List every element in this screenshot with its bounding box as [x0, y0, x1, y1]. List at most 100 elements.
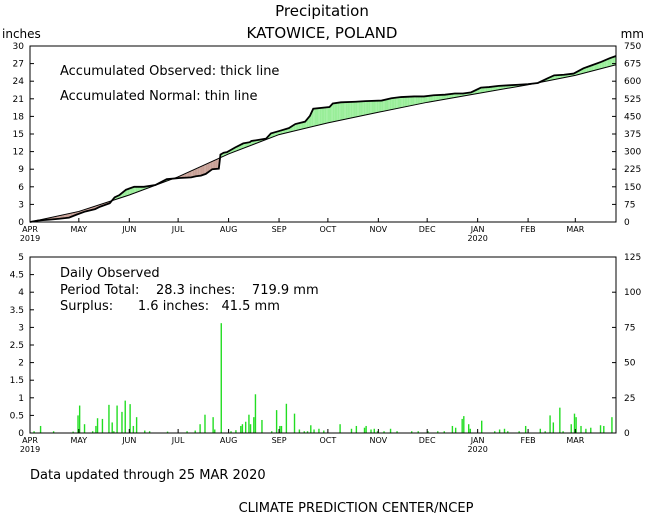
surplus-area: [375, 100, 377, 113]
surplus-area: [399, 97, 402, 108]
surplus-area: [342, 102, 345, 120]
surplus-area: [396, 97, 398, 109]
deficit-area: [202, 165, 205, 176]
surplus-area: [443, 94, 446, 100]
surplus-area: [410, 96, 413, 106]
surplus-area: [386, 99, 389, 111]
surplus-area: [414, 96, 416, 105]
surplus-area: [313, 108, 315, 127]
accumulated-panel: 0369121518212427300751502253003754505256…: [13, 42, 642, 243]
surplus-area: [604, 59, 607, 68]
deficit-area: [197, 167, 200, 177]
surplus-area: [363, 101, 366, 116]
y2-tick-label: 150: [624, 183, 641, 193]
surplus-area: [433, 95, 436, 102]
daily-panel: 00.511.522.533.544.550255075100125APR201…: [10, 253, 642, 454]
chart-title: Precipitation: [275, 2, 369, 20]
surplus-area: [482, 87, 485, 93]
surplus-area: [316, 108, 319, 126]
deficit-area: [213, 159, 216, 170]
surplus-area: [602, 60, 605, 69]
surplus-area: [394, 97, 397, 109]
surplus-area: [126, 189, 128, 197]
deficit-area: [209, 162, 211, 172]
surplus-area: [135, 186, 138, 193]
deficit-area: [205, 163, 208, 174]
y-tick-label: 21: [13, 95, 24, 105]
y2-tick-label: 675: [624, 60, 641, 70]
surplus-area: [365, 101, 367, 116]
surplus-area: [591, 64, 594, 72]
month-tick-label: OCT: [319, 225, 336, 234]
month-tick-label: JAN: [470, 225, 485, 234]
year-tick-label: 2020: [467, 445, 487, 454]
surplus-area: [388, 98, 390, 111]
daily-y-tick-label: 0: [18, 429, 24, 439]
deficit-area: [187, 171, 190, 178]
daily-y-tick-label: 0.5: [10, 411, 24, 421]
deficit-area: [194, 168, 197, 177]
deficit-area: [189, 170, 192, 178]
y2-tick-label: 75: [624, 200, 635, 210]
surplus-area: [555, 75, 558, 80]
surplus-area: [303, 121, 306, 129]
surplus-area: [368, 100, 371, 115]
daily-annotation-total: Period Total: 28.3 inches: 719.9 mm: [60, 283, 319, 298]
surplus-area: [484, 87, 486, 93]
surplus-area: [345, 102, 348, 120]
month-tick-label: DEC: [419, 225, 436, 234]
surplus-area: [324, 107, 327, 124]
surplus-area: [489, 86, 491, 92]
surplus-area: [454, 93, 457, 98]
daily-y2-tick-label: 0: [624, 429, 630, 439]
surplus-area: [420, 96, 423, 104]
y-tick-label: 12: [13, 148, 24, 158]
surplus-area: [430, 95, 433, 102]
surplus-area: [585, 67, 587, 73]
surplus-area: [441, 94, 444, 100]
surplus-area: [412, 96, 415, 106]
surplus-area: [495, 86, 498, 91]
surplus-area: [301, 122, 304, 130]
surplus-area: [371, 100, 374, 114]
deficit-area: [196, 167, 198, 177]
surplus-area: [435, 95, 437, 101]
y2-tick-label: 225: [624, 165, 641, 175]
surplus-area: [609, 57, 612, 67]
month-tick-label: JUL: [171, 225, 185, 234]
daily-y-tick-label: 1: [18, 394, 24, 404]
daily-y2-tick-label: 100: [624, 288, 641, 298]
surplus-area: [445, 94, 447, 100]
surplus-area: [490, 86, 493, 92]
data-updated-note: Data updated through 25 MAR 2020: [30, 468, 266, 483]
surplus-area: [378, 100, 380, 113]
daily-annotation-title: Daily Observed: [60, 266, 160, 281]
surplus-area: [402, 96, 405, 108]
y2-tick-label: 375: [624, 130, 641, 140]
surplus-area: [391, 98, 393, 110]
y-tick-label: 6: [18, 183, 24, 193]
surplus-area: [336, 102, 338, 122]
surplus-area: [127, 188, 130, 196]
right-unit-label: mm: [621, 27, 644, 41]
deficit-area: [210, 161, 213, 171]
surplus-area: [137, 186, 140, 192]
accumulated-observed-line: [29, 55, 617, 223]
deficit-area: [212, 160, 214, 170]
surplus-area: [381, 100, 384, 112]
month-tick-label: OCT: [319, 436, 336, 445]
surplus-area: [493, 86, 496, 91]
month-tick-label: FEB: [521, 225, 536, 234]
surplus-area: [554, 75, 556, 80]
deficit-area: [207, 162, 210, 173]
surplus-area: [492, 86, 494, 91]
surplus-area: [344, 102, 346, 120]
y2-tick-label: 525: [624, 95, 641, 105]
surplus-area: [329, 105, 332, 123]
surplus-area: [601, 61, 603, 69]
surplus-area: [352, 101, 354, 118]
surplus-area: [456, 93, 459, 98]
year-tick-label: 2019: [20, 445, 40, 454]
surplus-area: [596, 63, 599, 70]
